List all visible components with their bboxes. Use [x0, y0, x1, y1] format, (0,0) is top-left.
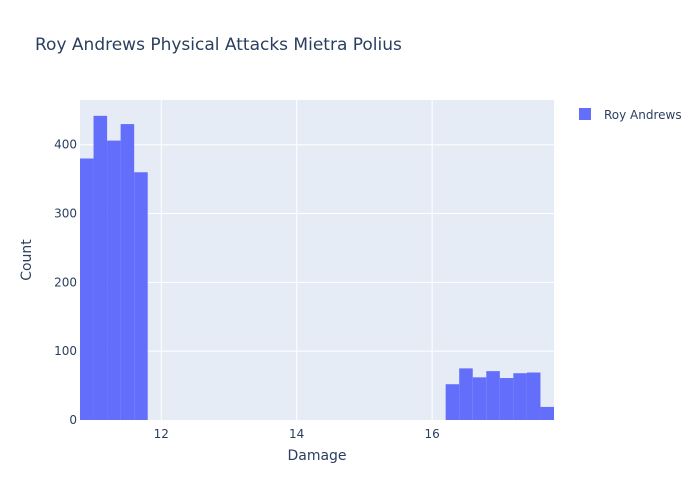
- x-tick-label: 12: [154, 427, 169, 441]
- histogram-bar[interactable]: [80, 158, 94, 420]
- histogram-bar[interactable]: [93, 115, 108, 421]
- histogram-bar[interactable]: [472, 377, 487, 420]
- histogram-bar[interactable]: [486, 371, 500, 420]
- y-tick-label: 300: [54, 207, 77, 221]
- chart-title: Roy Andrews Physical Attacks Mietra Poli…: [35, 35, 402, 55]
- x-tick-label: 14: [289, 427, 304, 441]
- y-tick-label: 200: [54, 275, 77, 289]
- histogram-bar[interactable]: [107, 140, 121, 420]
- y-tick-label: 0: [69, 413, 77, 427]
- histogram-bar[interactable]: [445, 384, 460, 420]
- y-tick-label: 100: [54, 344, 77, 358]
- histogram-bar[interactable]: [499, 378, 514, 420]
- histogram-bar[interactable]: [120, 124, 135, 420]
- histogram-bars: [80, 115, 554, 421]
- y-tick-label: 400: [54, 138, 77, 152]
- legend-swatch: [579, 108, 591, 120]
- histogram-bar[interactable]: [459, 368, 473, 420]
- legend[interactable]: Roy Andrews: [579, 108, 682, 122]
- y-axis-ticks: 0 100 200 300 400: [54, 138, 77, 427]
- x-axis-label: Damage: [287, 448, 346, 464]
- histogram-bar[interactable]: [513, 373, 527, 420]
- histogram-bar[interactable]: [134, 172, 148, 420]
- plot-area: [80, 100, 554, 420]
- x-axis-ticks: 12 14 16: [154, 427, 440, 441]
- legend-label: Roy Andrews: [604, 108, 682, 122]
- gridlines: [80, 100, 554, 420]
- histogram-bar[interactable]: [526, 372, 541, 420]
- histogram-bar[interactable]: [540, 406, 554, 420]
- x-tick-label: 16: [424, 427, 439, 441]
- y-axis-label: Count: [19, 239, 35, 281]
